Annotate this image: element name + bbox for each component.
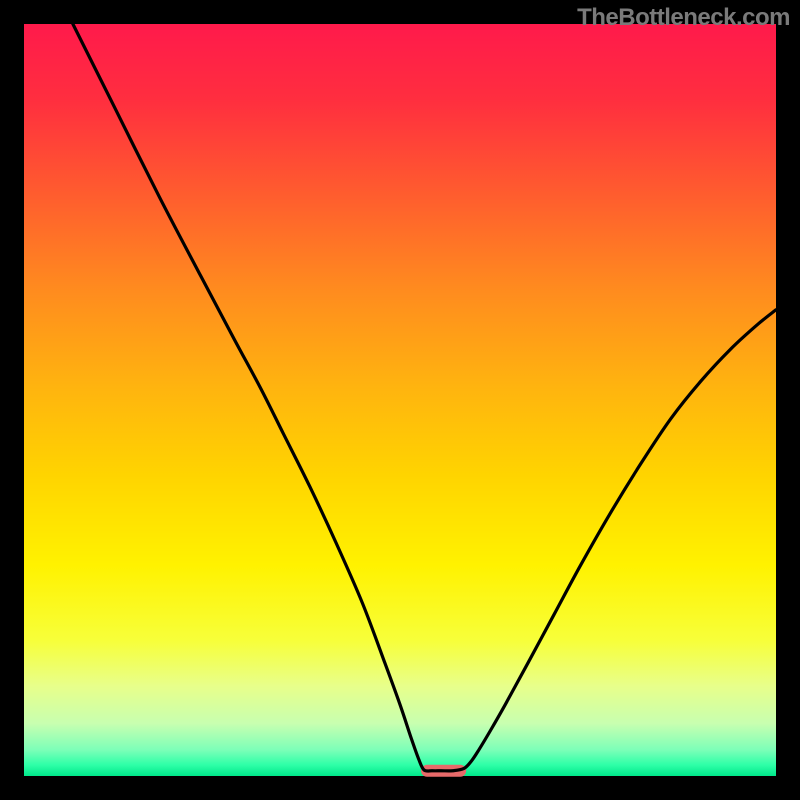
- bottleneck-chart: [0, 0, 800, 800]
- watermark-text: TheBottleneck.com: [577, 4, 790, 32]
- plot-background: [24, 24, 776, 776]
- chart-frame: TheBottleneck.com: [0, 0, 800, 800]
